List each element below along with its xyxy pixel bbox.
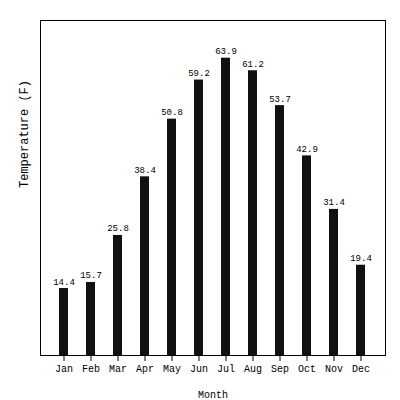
svg-text:25.8: 25.8: [107, 224, 129, 234]
svg-text:15.7: 15.7: [80, 271, 102, 281]
svg-text:Apr: Apr: [136, 364, 154, 375]
svg-text:Sep: Sep: [271, 364, 289, 375]
svg-text:Month: Month: [198, 390, 228, 400]
svg-text:Temperature (F): Temperature (F): [18, 80, 32, 188]
svg-text:Dec: Dec: [352, 364, 370, 375]
svg-text:19.4: 19.4: [350, 254, 372, 264]
svg-text:42.9: 42.9: [296, 145, 318, 155]
svg-text:38.4: 38.4: [134, 166, 156, 176]
svg-text:Feb: Feb: [82, 364, 100, 375]
svg-text:63.9: 63.9: [215, 47, 237, 57]
svg-text:61.2: 61.2: [242, 60, 264, 70]
svg-text:Nov: Nov: [325, 364, 343, 375]
svg-text:Mar: Mar: [109, 364, 127, 375]
svg-text:50.8: 50.8: [161, 108, 183, 118]
svg-text:53.7: 53.7: [269, 95, 291, 105]
svg-text:59.2: 59.2: [188, 69, 210, 79]
svg-text:May: May: [163, 364, 181, 375]
svg-text:Jul: Jul: [217, 364, 235, 375]
svg-text:Jan: Jan: [55, 364, 73, 375]
svg-text:Oct: Oct: [298, 364, 316, 375]
svg-text:Jun: Jun: [190, 364, 208, 375]
svg-text:31.4: 31.4: [323, 198, 345, 208]
svg-text:Aug: Aug: [244, 364, 262, 375]
svg-text:14.4: 14.4: [53, 278, 75, 288]
